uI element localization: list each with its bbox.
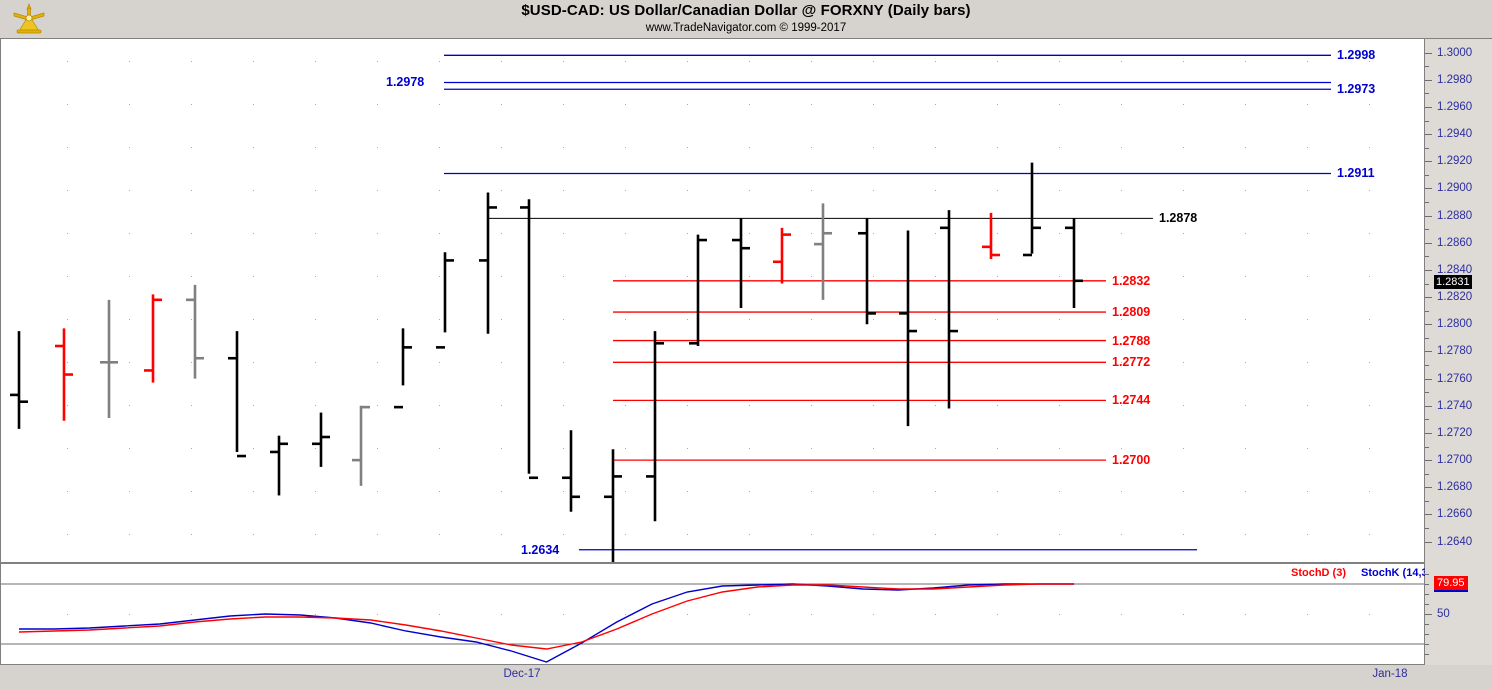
axis-tick: [1425, 106, 1432, 108]
axis-minor-tick: [1425, 528, 1429, 530]
level-label: 1.2878: [1159, 211, 1198, 226]
stoch-axis-minor-tick: [1425, 634, 1429, 635]
level-label: 1.2978: [386, 75, 425, 90]
axis-tick: [1425, 487, 1432, 489]
price-axis-label: 1.3000: [1437, 46, 1473, 59]
price-axis-label: 1.2640: [1437, 535, 1473, 548]
chart-header: $USD-CAD: US Dollar/Canadian Dollar @ FO…: [0, 0, 1492, 38]
level-label: 1.2911: [1337, 166, 1375, 181]
stoch-axis-tick: [1425, 614, 1432, 615]
price-axis-label: 1.2680: [1437, 481, 1473, 494]
stoch-axis-minor-tick: [1425, 644, 1429, 645]
stoch-current-value-marker: 79.95: [1434, 576, 1468, 593]
level-label: 1.2809: [1112, 305, 1151, 320]
price-axis-label: 1.2700: [1437, 454, 1473, 467]
axis-minor-tick: [1425, 147, 1429, 149]
axis-tick: [1425, 52, 1432, 54]
price-axis-label: 1.2860: [1437, 236, 1473, 249]
stoch-axis-minor-tick: [1425, 574, 1429, 575]
axis-tick: [1425, 432, 1432, 434]
price-axis-label: 1.2980: [1437, 73, 1473, 86]
stochastic-plot: [1, 583, 1424, 663]
stoch-axis-minor-tick: [1425, 604, 1429, 605]
stoch-axis-minor-tick: [1425, 624, 1429, 625]
price-axis-label: 1.2920: [1437, 155, 1473, 168]
level-label: 1.2788: [1112, 333, 1151, 348]
axis-minor-tick: [1425, 419, 1429, 421]
level-label: 1.2744: [1112, 393, 1151, 408]
axis-tick: [1425, 541, 1432, 543]
price-axis-label: 1.2780: [1437, 345, 1473, 358]
stoch-axis-minor-tick: [1425, 584, 1429, 585]
price-axis-label: 1.2900: [1437, 182, 1473, 195]
stochastic-pane[interactable]: StochD (3) StochK (14,3): [0, 563, 1431, 665]
axis-tick: [1425, 514, 1432, 516]
chart-subtitle: www.TradeNavigator.com © 1999-2017: [645, 22, 847, 34]
price-axis-label: 1.2820: [1437, 291, 1473, 304]
date-axis-label: Jan-18: [1372, 668, 1408, 680]
axis-tick: [1425, 242, 1432, 244]
axis-tick: [1425, 161, 1432, 163]
axis-tick: [1425, 324, 1432, 326]
axis-minor-tick: [1425, 365, 1429, 367]
level-label: 1.2973: [1337, 82, 1376, 97]
axis-minor-tick: [1425, 446, 1429, 448]
price-axis-label: 1.2740: [1437, 399, 1473, 412]
axis-tick: [1425, 378, 1432, 380]
stoch-axis-label: 50: [1437, 608, 1450, 620]
axis-minor-tick: [1425, 310, 1429, 312]
price-axis[interactable]: 1.3000 1.2980 1.2960 1.2940 1.2920 1.2900 1.28…: [1425, 38, 1492, 667]
price-axis-label: 1.2760: [1437, 372, 1473, 385]
legend-stoch-k: StochK (14,3): [1361, 567, 1432, 579]
axis-minor-tick: [1425, 392, 1429, 394]
axis-tick: [1425, 460, 1432, 462]
axis-minor-tick: [1425, 120, 1429, 122]
legend-stoch-d: StochD (3): [1291, 567, 1346, 579]
axis-minor-tick: [1425, 229, 1429, 231]
price-plot: [10, 54, 1331, 562]
date-axis-label: Dec-17: [503, 668, 541, 680]
axis-tick: [1425, 297, 1432, 299]
axis-minor-tick: [1425, 473, 1429, 475]
price-axis-label: 1.2720: [1437, 426, 1473, 439]
level-label: 1.2772: [1112, 355, 1151, 370]
stoch-axis-minor-tick: [1425, 654, 1429, 655]
price-chart-pane[interactable]: 1.2998 1.2978 1.2973 1.2911 1.2878 1.2832 1.28…: [0, 38, 1425, 600]
axis-minor-tick: [1425, 500, 1429, 502]
current-price-marker: 1.2831: [1434, 275, 1472, 290]
price-axis-label: 1.2800: [1437, 318, 1473, 331]
level-label: 1.2998: [1337, 48, 1376, 63]
price-axis-label: 1.2840: [1437, 263, 1473, 276]
date-axis: Dec-17 Jan-18: [0, 665, 1492, 689]
axis-tick: [1425, 134, 1432, 136]
axis-minor-tick: [1425, 337, 1429, 339]
price-axis-label: 1.2880: [1437, 209, 1473, 222]
axis-minor-tick: [1425, 256, 1429, 258]
price-axis-label: 1.2660: [1437, 508, 1473, 521]
axis-minor-tick: [1425, 93, 1429, 95]
axis-minor-tick: [1425, 202, 1429, 203]
level-label: 1.2634: [521, 542, 560, 557]
stoch-axis-minor-tick: [1425, 594, 1429, 595]
axis-tick: [1425, 188, 1432, 190]
axis-tick: [1425, 269, 1432, 271]
price-axis-label: 1.2960: [1437, 100, 1473, 113]
axis-minor-tick: [1425, 66, 1429, 68]
page-title: $USD-CAD: US Dollar/Canadian Dollar @ FO…: [521, 2, 971, 19]
axis-minor-tick: [1425, 283, 1429, 285]
axis-tick: [1425, 351, 1432, 353]
axis-tick: [1425, 405, 1432, 407]
genesis-compass-logo-icon: [6, 1, 52, 37]
axis-minor-tick: [1425, 174, 1429, 176]
level-label: 1.2832: [1112, 273, 1151, 288]
axis-tick: [1425, 215, 1432, 217]
level-label: 1.2700: [1112, 453, 1151, 468]
price-axis-label: 1.2940: [1437, 128, 1473, 141]
axis-tick: [1425, 79, 1432, 81]
